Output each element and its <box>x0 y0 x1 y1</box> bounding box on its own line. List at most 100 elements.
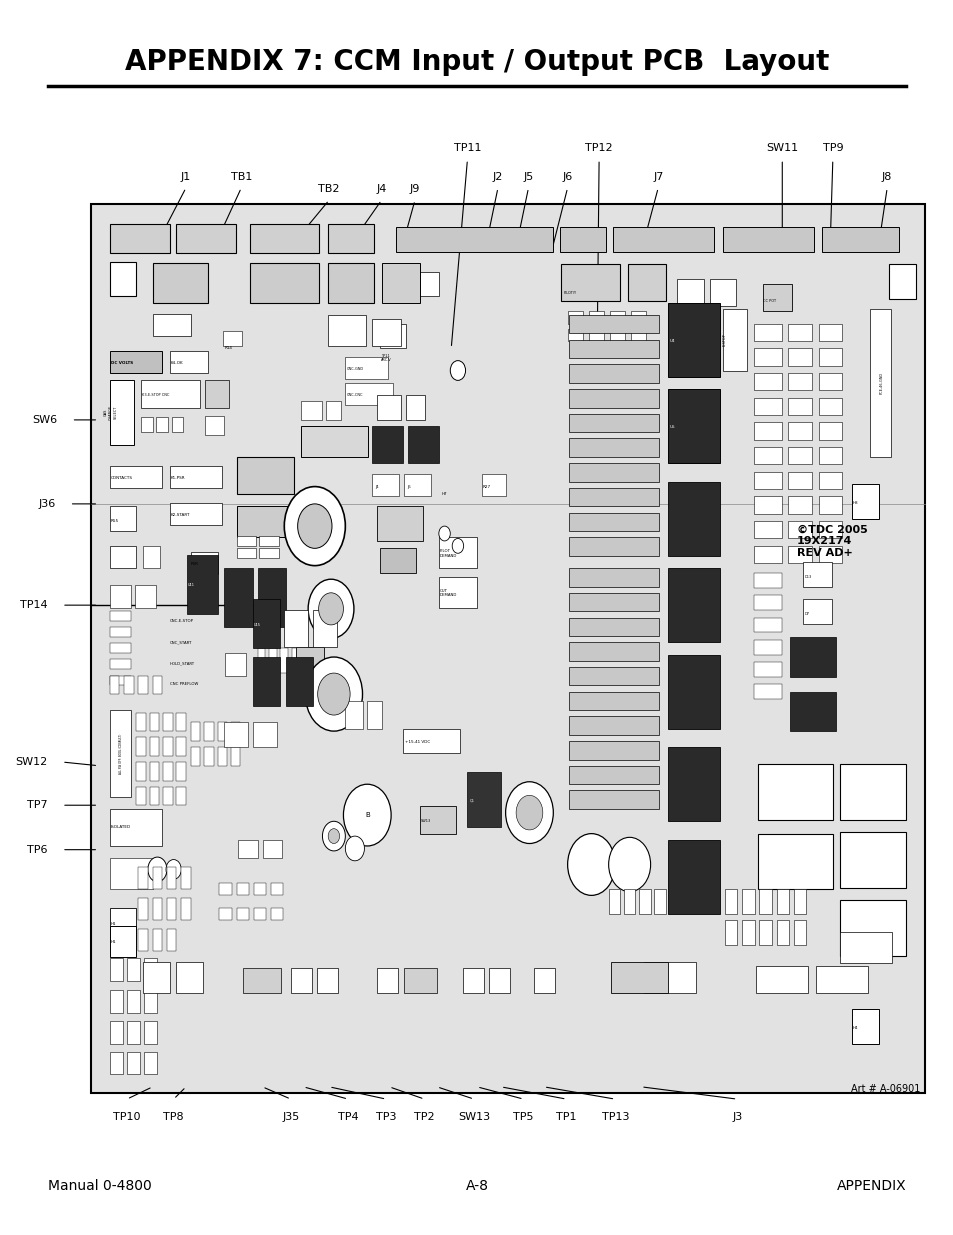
Bar <box>753 472 781 489</box>
Text: CUT
DEMAND: CUT DEMAND <box>439 589 456 597</box>
Bar <box>326 401 340 420</box>
Text: GAS
CHANGE
SELECT: GAS CHANGE SELECT <box>104 405 117 420</box>
Bar <box>419 272 438 296</box>
Bar <box>231 722 240 741</box>
Bar <box>263 840 282 858</box>
Bar <box>225 653 246 676</box>
Bar <box>376 506 422 541</box>
Bar <box>568 488 659 506</box>
Bar <box>568 618 659 636</box>
Text: TP5: TP5 <box>513 1112 534 1121</box>
Text: K3-E-STOP CNC: K3-E-STOP CNC <box>142 393 170 398</box>
Text: SW12: SW12 <box>15 757 48 767</box>
Bar <box>253 908 266 920</box>
Text: SW13: SW13 <box>457 1112 490 1121</box>
Text: TP3: TP3 <box>375 1112 396 1121</box>
Bar <box>110 1052 123 1074</box>
Bar <box>789 637 835 677</box>
Text: J2: J2 <box>493 172 502 182</box>
Bar <box>141 417 152 432</box>
Bar <box>301 401 322 420</box>
Text: +15-41 VDC: +15-41 VDC <box>405 740 430 745</box>
Text: CNC PREFLOW: CNC PREFLOW <box>170 682 198 687</box>
Text: TB2: TB2 <box>318 184 339 194</box>
Bar <box>236 457 294 494</box>
Circle shape <box>505 782 553 844</box>
Circle shape <box>322 821 345 851</box>
Bar <box>567 329 582 341</box>
Bar <box>152 929 162 951</box>
Circle shape <box>297 504 332 548</box>
Text: SW11: SW11 <box>765 143 798 153</box>
Bar <box>143 962 170 993</box>
Bar <box>667 303 720 377</box>
Circle shape <box>328 829 339 844</box>
Bar <box>152 676 162 694</box>
Bar <box>630 311 645 324</box>
Bar <box>110 466 162 488</box>
Bar <box>204 747 213 766</box>
Text: J6: J6 <box>562 172 572 182</box>
Bar <box>243 968 281 993</box>
Bar <box>205 380 229 408</box>
Bar <box>110 958 123 981</box>
Bar <box>402 729 459 753</box>
Text: H1: H1 <box>111 940 116 945</box>
Circle shape <box>166 860 181 879</box>
Bar <box>191 552 217 574</box>
Bar <box>163 787 172 805</box>
Bar <box>489 968 510 993</box>
Bar <box>236 883 249 895</box>
Bar <box>136 762 146 781</box>
Bar <box>869 309 890 457</box>
Circle shape <box>450 361 465 380</box>
Bar <box>818 422 841 440</box>
Bar <box>253 657 279 706</box>
Bar <box>219 883 232 895</box>
Circle shape <box>567 834 615 895</box>
Bar <box>259 548 278 558</box>
Bar <box>345 383 393 405</box>
Bar <box>217 722 227 741</box>
Text: R27: R27 <box>482 484 491 489</box>
Bar <box>110 506 136 531</box>
Bar <box>259 536 278 546</box>
Bar <box>110 676 131 685</box>
Bar <box>110 585 131 608</box>
Bar <box>560 264 619 301</box>
Bar <box>295 647 324 677</box>
Bar <box>219 908 232 920</box>
Text: J3: J3 <box>732 1112 741 1121</box>
Bar <box>138 867 148 889</box>
Bar <box>127 1052 140 1074</box>
Bar <box>609 311 624 324</box>
Bar <box>568 593 659 611</box>
Bar <box>793 889 805 914</box>
Bar <box>253 883 266 895</box>
Bar <box>467 772 500 827</box>
Bar <box>379 548 416 573</box>
Text: TP2: TP2 <box>414 1112 435 1121</box>
Bar <box>313 610 336 647</box>
Bar <box>176 962 203 993</box>
Bar <box>406 395 425 420</box>
Bar <box>231 747 240 766</box>
Text: J5: J5 <box>523 172 533 182</box>
Bar <box>559 227 605 252</box>
Bar <box>815 966 867 993</box>
Bar <box>613 227 713 252</box>
Bar <box>291 968 312 993</box>
Bar <box>127 958 140 981</box>
Bar <box>152 898 162 920</box>
Bar <box>138 676 148 694</box>
Bar <box>787 422 811 440</box>
Text: J36: J36 <box>38 499 55 509</box>
Bar <box>787 521 811 538</box>
Bar <box>271 908 283 920</box>
Bar <box>135 585 156 608</box>
Text: B: B <box>365 813 369 818</box>
Bar <box>167 929 176 951</box>
Bar <box>176 224 235 253</box>
Bar <box>609 329 624 341</box>
Bar <box>163 762 172 781</box>
